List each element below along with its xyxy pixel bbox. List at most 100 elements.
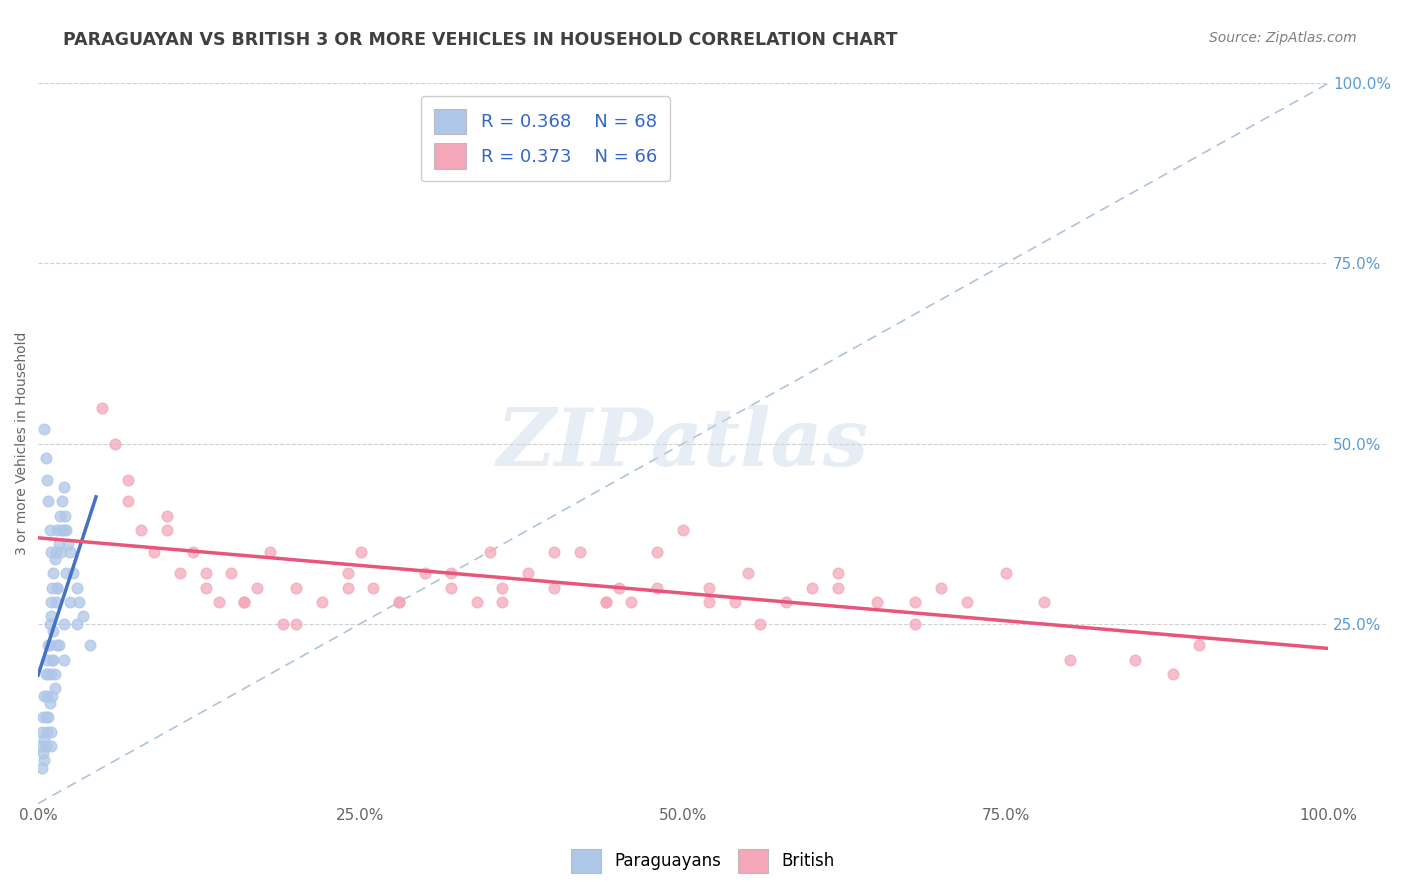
Point: [34, 753, 56, 767]
Point: [32, 746, 55, 760]
Text: PARAGUAYAN VS BRITISH 3 OR MORE VEHICLES IN HOUSEHOLD CORRELATION CHART: PARAGUAYAN VS BRITISH 3 OR MORE VEHICLES…: [63, 31, 898, 49]
Point: [801, 581, 824, 595]
Point: [59, 544, 82, 558]
Point: [440, 581, 463, 595]
Point: [827, 566, 849, 581]
Point: [143, 544, 166, 558]
Point: [37, 710, 59, 724]
Point: [34, 689, 56, 703]
Point: [56, 537, 79, 551]
Point: [59, 595, 82, 609]
Point: [775, 595, 797, 609]
Point: [39, 724, 62, 739]
Point: [42, 624, 65, 638]
Point: [38, 616, 60, 631]
Point: [491, 581, 513, 595]
Point: [46, 523, 69, 537]
Point: [62, 566, 84, 581]
Point: [271, 616, 294, 631]
Point: [737, 566, 759, 581]
Point: [181, 544, 204, 558]
Point: [104, 436, 127, 450]
Point: [478, 544, 501, 558]
Point: [543, 544, 565, 558]
Point: [38, 638, 60, 652]
Point: [35, 710, 58, 724]
Point: [52, 523, 75, 537]
Point: [697, 581, 720, 595]
Point: [117, 494, 139, 508]
Point: [72, 609, 94, 624]
Point: [607, 581, 630, 595]
Point: [233, 595, 256, 609]
Point: [37, 638, 59, 652]
Point: [129, 523, 152, 537]
Point: [49, 508, 72, 523]
Point: [440, 566, 463, 581]
Point: [37, 667, 59, 681]
Point: [46, 581, 69, 595]
Point: [169, 566, 191, 581]
Point: [413, 566, 436, 581]
Point: [827, 581, 849, 595]
Point: [35, 667, 58, 681]
Point: [55, 566, 77, 581]
Point: [568, 544, 591, 558]
Point: [35, 739, 58, 753]
Point: [749, 616, 772, 631]
Point: [45, 595, 67, 609]
Point: [37, 494, 59, 508]
Point: [117, 473, 139, 487]
Point: [724, 595, 747, 609]
Point: [672, 523, 695, 537]
Point: [34, 422, 56, 436]
Point: [39, 667, 62, 681]
Point: [233, 595, 256, 609]
Point: [55, 523, 77, 537]
Point: [595, 595, 617, 609]
Point: [30, 739, 52, 753]
Point: [904, 595, 927, 609]
Point: [91, 401, 114, 415]
Point: [35, 652, 58, 666]
Point: [51, 494, 73, 508]
Point: [39, 544, 62, 558]
Point: [52, 480, 75, 494]
Point: [543, 581, 565, 595]
Point: [35, 450, 58, 465]
Point: [44, 681, 66, 696]
Legend: Paraguayans, British: Paraguayans, British: [565, 842, 841, 880]
Point: [42, 566, 65, 581]
Point: [246, 581, 269, 595]
Point: [44, 551, 66, 566]
Text: Source: ZipAtlas.com: Source: ZipAtlas.com: [1209, 31, 1357, 45]
Point: [31, 724, 53, 739]
Point: [156, 508, 179, 523]
Point: [259, 544, 281, 558]
Point: [363, 581, 385, 595]
Point: [645, 581, 668, 595]
Point: [595, 595, 617, 609]
Point: [388, 595, 411, 609]
Point: [994, 566, 1017, 581]
Point: [32, 710, 55, 724]
Point: [156, 523, 179, 537]
Point: [1163, 667, 1185, 681]
Point: [336, 581, 359, 595]
Legend: R = 0.368    N = 68, R = 0.373    N = 66: R = 0.368 N = 68, R = 0.373 N = 66: [422, 96, 669, 181]
Point: [194, 581, 217, 595]
Point: [221, 566, 243, 581]
Point: [285, 581, 308, 595]
Point: [38, 523, 60, 537]
Point: [79, 638, 101, 652]
Point: [1033, 595, 1056, 609]
Point: [39, 739, 62, 753]
Point: [41, 652, 63, 666]
Point: [53, 508, 76, 523]
Point: [51, 544, 73, 558]
Point: [41, 689, 63, 703]
Point: [207, 595, 229, 609]
Point: [349, 544, 371, 558]
Point: [1188, 638, 1211, 652]
Text: ZIPatlas: ZIPatlas: [496, 405, 869, 483]
